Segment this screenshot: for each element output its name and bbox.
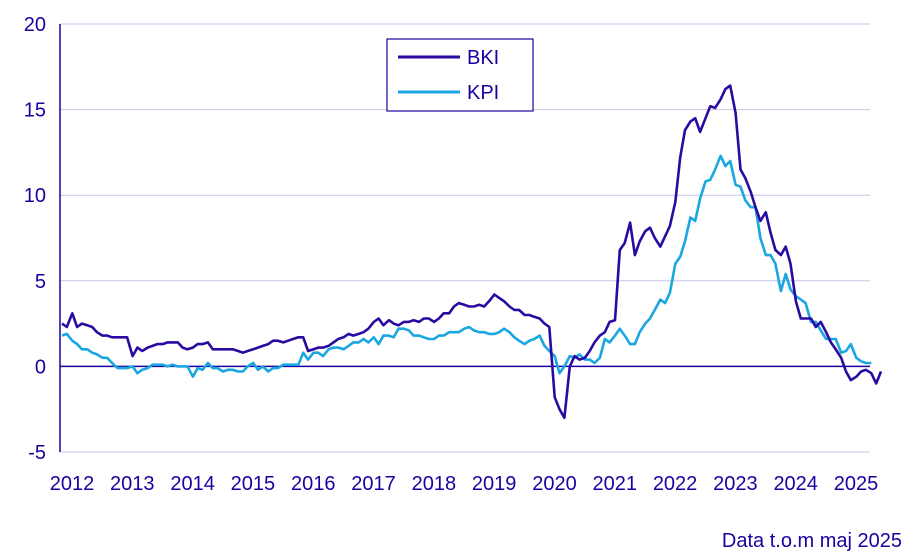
y-tick-label: 10 — [24, 185, 46, 207]
x-tick-label: 2021 — [593, 473, 638, 495]
x-tick-label: 2023 — [713, 473, 758, 495]
footnote: Data t.o.m maj 2025 — [721, 530, 902, 552]
y-tick-label: -5 — [28, 442, 46, 464]
x-tick-label: 2012 — [50, 473, 95, 495]
x-tick-label: 2024 — [773, 473, 818, 495]
series-lines — [61, 84, 883, 420]
y-tick-label: 20 — [24, 14, 46, 36]
grid-lines — [60, 23, 870, 453]
series-line-kpi — [61, 154, 872, 378]
legend-label-bki: BKI — [467, 47, 499, 69]
y-axis-ticks: 20 15 10 5 0 -5 — [24, 14, 46, 464]
x-tick-label: 2017 — [351, 473, 396, 495]
x-tick-label: 2015 — [231, 473, 276, 495]
legend: BKI KPI — [386, 38, 534, 112]
series-line-bki — [61, 84, 883, 420]
x-tick-label: 2016 — [291, 473, 336, 495]
legend-label-kpi: KPI — [467, 82, 499, 104]
legend-box — [386, 38, 534, 112]
y-tick-label: 15 — [24, 100, 46, 122]
x-tick-label: 2020 — [532, 473, 577, 495]
x-tick-label: 2022 — [653, 473, 698, 495]
y-tick-label: 0 — [35, 356, 46, 378]
x-axis-ticks: 2012 2013 2014 2015 2016 2017 2018 2019 2020 2021… — [50, 473, 879, 495]
x-tick-label: 2014 — [170, 473, 215, 495]
x-tick-label: 2019 — [472, 473, 517, 495]
x-tick-label: 2025 — [834, 473, 879, 495]
x-tick-label: 2013 — [110, 473, 155, 495]
x-tick-label: 2018 — [412, 473, 457, 495]
y-tick-label: 5 — [35, 271, 46, 293]
